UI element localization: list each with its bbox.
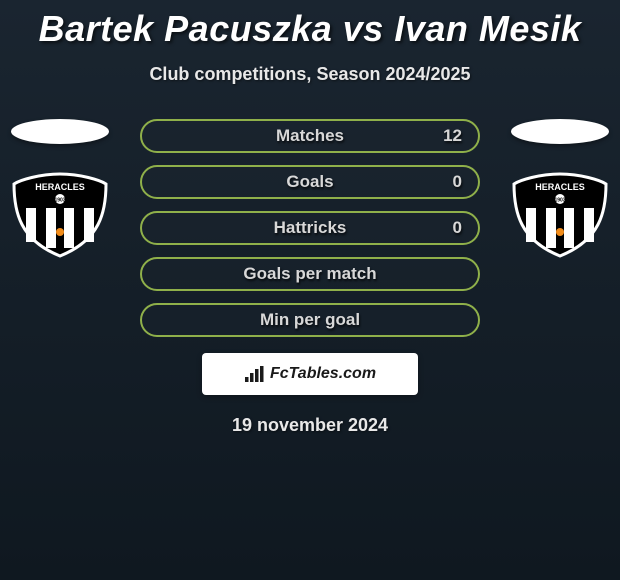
club-logo-right: HERACLES 1903 [510,172,610,258]
page-title: Bartek Pacuszka vs Ivan Mesik [0,0,620,50]
brand-box[interactable]: FcTables.com [202,353,418,395]
shield-icon: HERACLES 1903 [10,172,110,258]
stat-row: Min per goal [140,303,480,337]
stat-row: Goals 0 [140,165,480,199]
player-left-side: HERACLES 1903 [10,119,110,258]
svg-text:HERACLES: HERACLES [35,182,85,192]
stat-value-right: 0 [453,218,462,238]
stat-label: Matches [276,126,344,146]
stat-value-right: 12 [443,126,462,146]
stat-label: Goals [286,172,333,192]
svg-text:1903: 1903 [54,198,65,204]
flag-left [11,119,109,144]
stat-label: Hattricks [274,218,347,238]
subtitle: Club competitions, Season 2024/2025 [0,64,620,85]
content-wrap: HERACLES 1903 Matches 12 Goals 0 Hattric… [0,119,620,337]
stat-row: Matches 12 [140,119,480,153]
club-logo-left: HERACLES 1903 [10,172,110,258]
stat-row: Goals per match [140,257,480,291]
date-text: 19 november 2024 [0,415,620,436]
stats-list: Matches 12 Goals 0 Hattricks 0 Goals per… [140,119,480,337]
brand-label: FcTables.com [270,365,376,383]
svg-text:1903: 1903 [554,198,565,204]
stat-row: Hattricks 0 [140,211,480,245]
shield-icon: HERACLES 1903 [510,172,610,258]
flag-right [511,119,609,144]
stat-value-right: 0 [453,172,462,192]
stat-label: Min per goal [260,310,360,330]
svg-text:HERACLES: HERACLES [535,182,585,192]
stat-label: Goals per match [243,264,376,284]
chart-icon [244,365,266,383]
player-right-side: HERACLES 1903 [510,119,610,258]
brand-text: FcTables.com [244,365,376,383]
